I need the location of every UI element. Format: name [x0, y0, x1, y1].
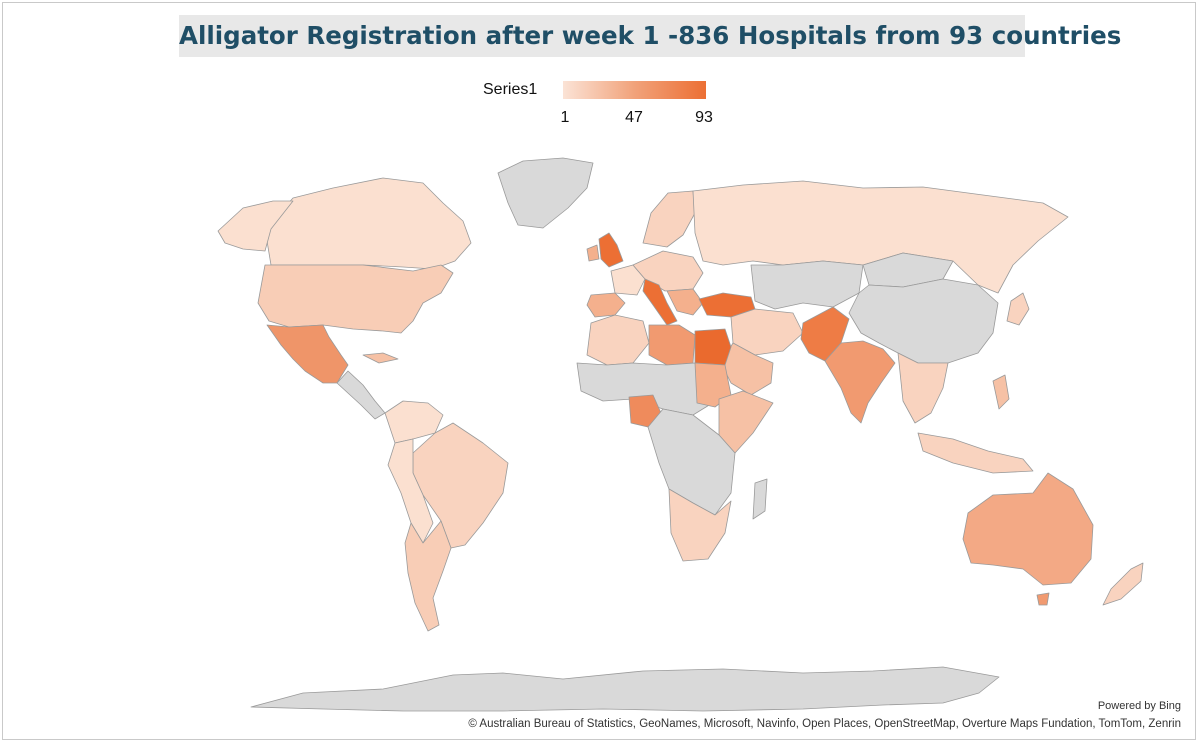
region-tasmania [1036, 592, 1050, 606]
region-italy [642, 278, 678, 326]
region-central-africa [647, 408, 736, 516]
region-balkans [666, 288, 704, 316]
region-uk [598, 232, 624, 268]
region-indonesia [917, 432, 1034, 474]
region-france [610, 264, 646, 296]
region-southern-africa [668, 488, 732, 562]
region-united-states [257, 264, 454, 334]
region-new-zealand [1102, 562, 1144, 606]
region-japan [1006, 292, 1030, 326]
region-central-america [336, 370, 386, 420]
map-credits: © Australian Bureau of Statistics, GeoNa… [468, 718, 1181, 730]
region-ireland [586, 244, 600, 262]
region-caribbean [362, 352, 399, 364]
region-southeast-asia [897, 352, 949, 424]
region-central-asia [750, 260, 864, 310]
color-legend: Series1 1 47 93 [483, 77, 743, 133]
region-egypt [694, 328, 732, 366]
region-philippines [992, 374, 1010, 410]
region-central-europe [632, 250, 704, 292]
region-andes [387, 438, 434, 544]
region-mexico [266, 324, 349, 384]
region-canada [264, 177, 472, 270]
legend-series-name: Series1 [483, 81, 538, 98]
region-libya [648, 324, 696, 366]
world-map [217, 157, 1144, 712]
region-argentina [404, 520, 452, 632]
region-alaska [217, 200, 294, 252]
region-china [848, 278, 999, 364]
region-india [824, 340, 896, 424]
region-australia [962, 472, 1094, 586]
legend-min-label: 1 [560, 109, 570, 126]
legend-gradient-bar [563, 81, 706, 99]
region-russia [692, 180, 1069, 294]
region-antarctica [250, 666, 1000, 712]
chart-title: Alligator Registration after week 1 -836… [179, 15, 1121, 57]
powered-by-label: Powered by Bing [1097, 700, 1181, 712]
region-spain [586, 292, 626, 318]
legend-max-label: 93 [695, 109, 713, 126]
region-madagascar [752, 478, 768, 520]
legend-mid-label: 47 [625, 109, 643, 126]
region-maghreb [586, 314, 650, 366]
region-scandinavia [642, 190, 696, 248]
region-greenland [497, 157, 594, 229]
